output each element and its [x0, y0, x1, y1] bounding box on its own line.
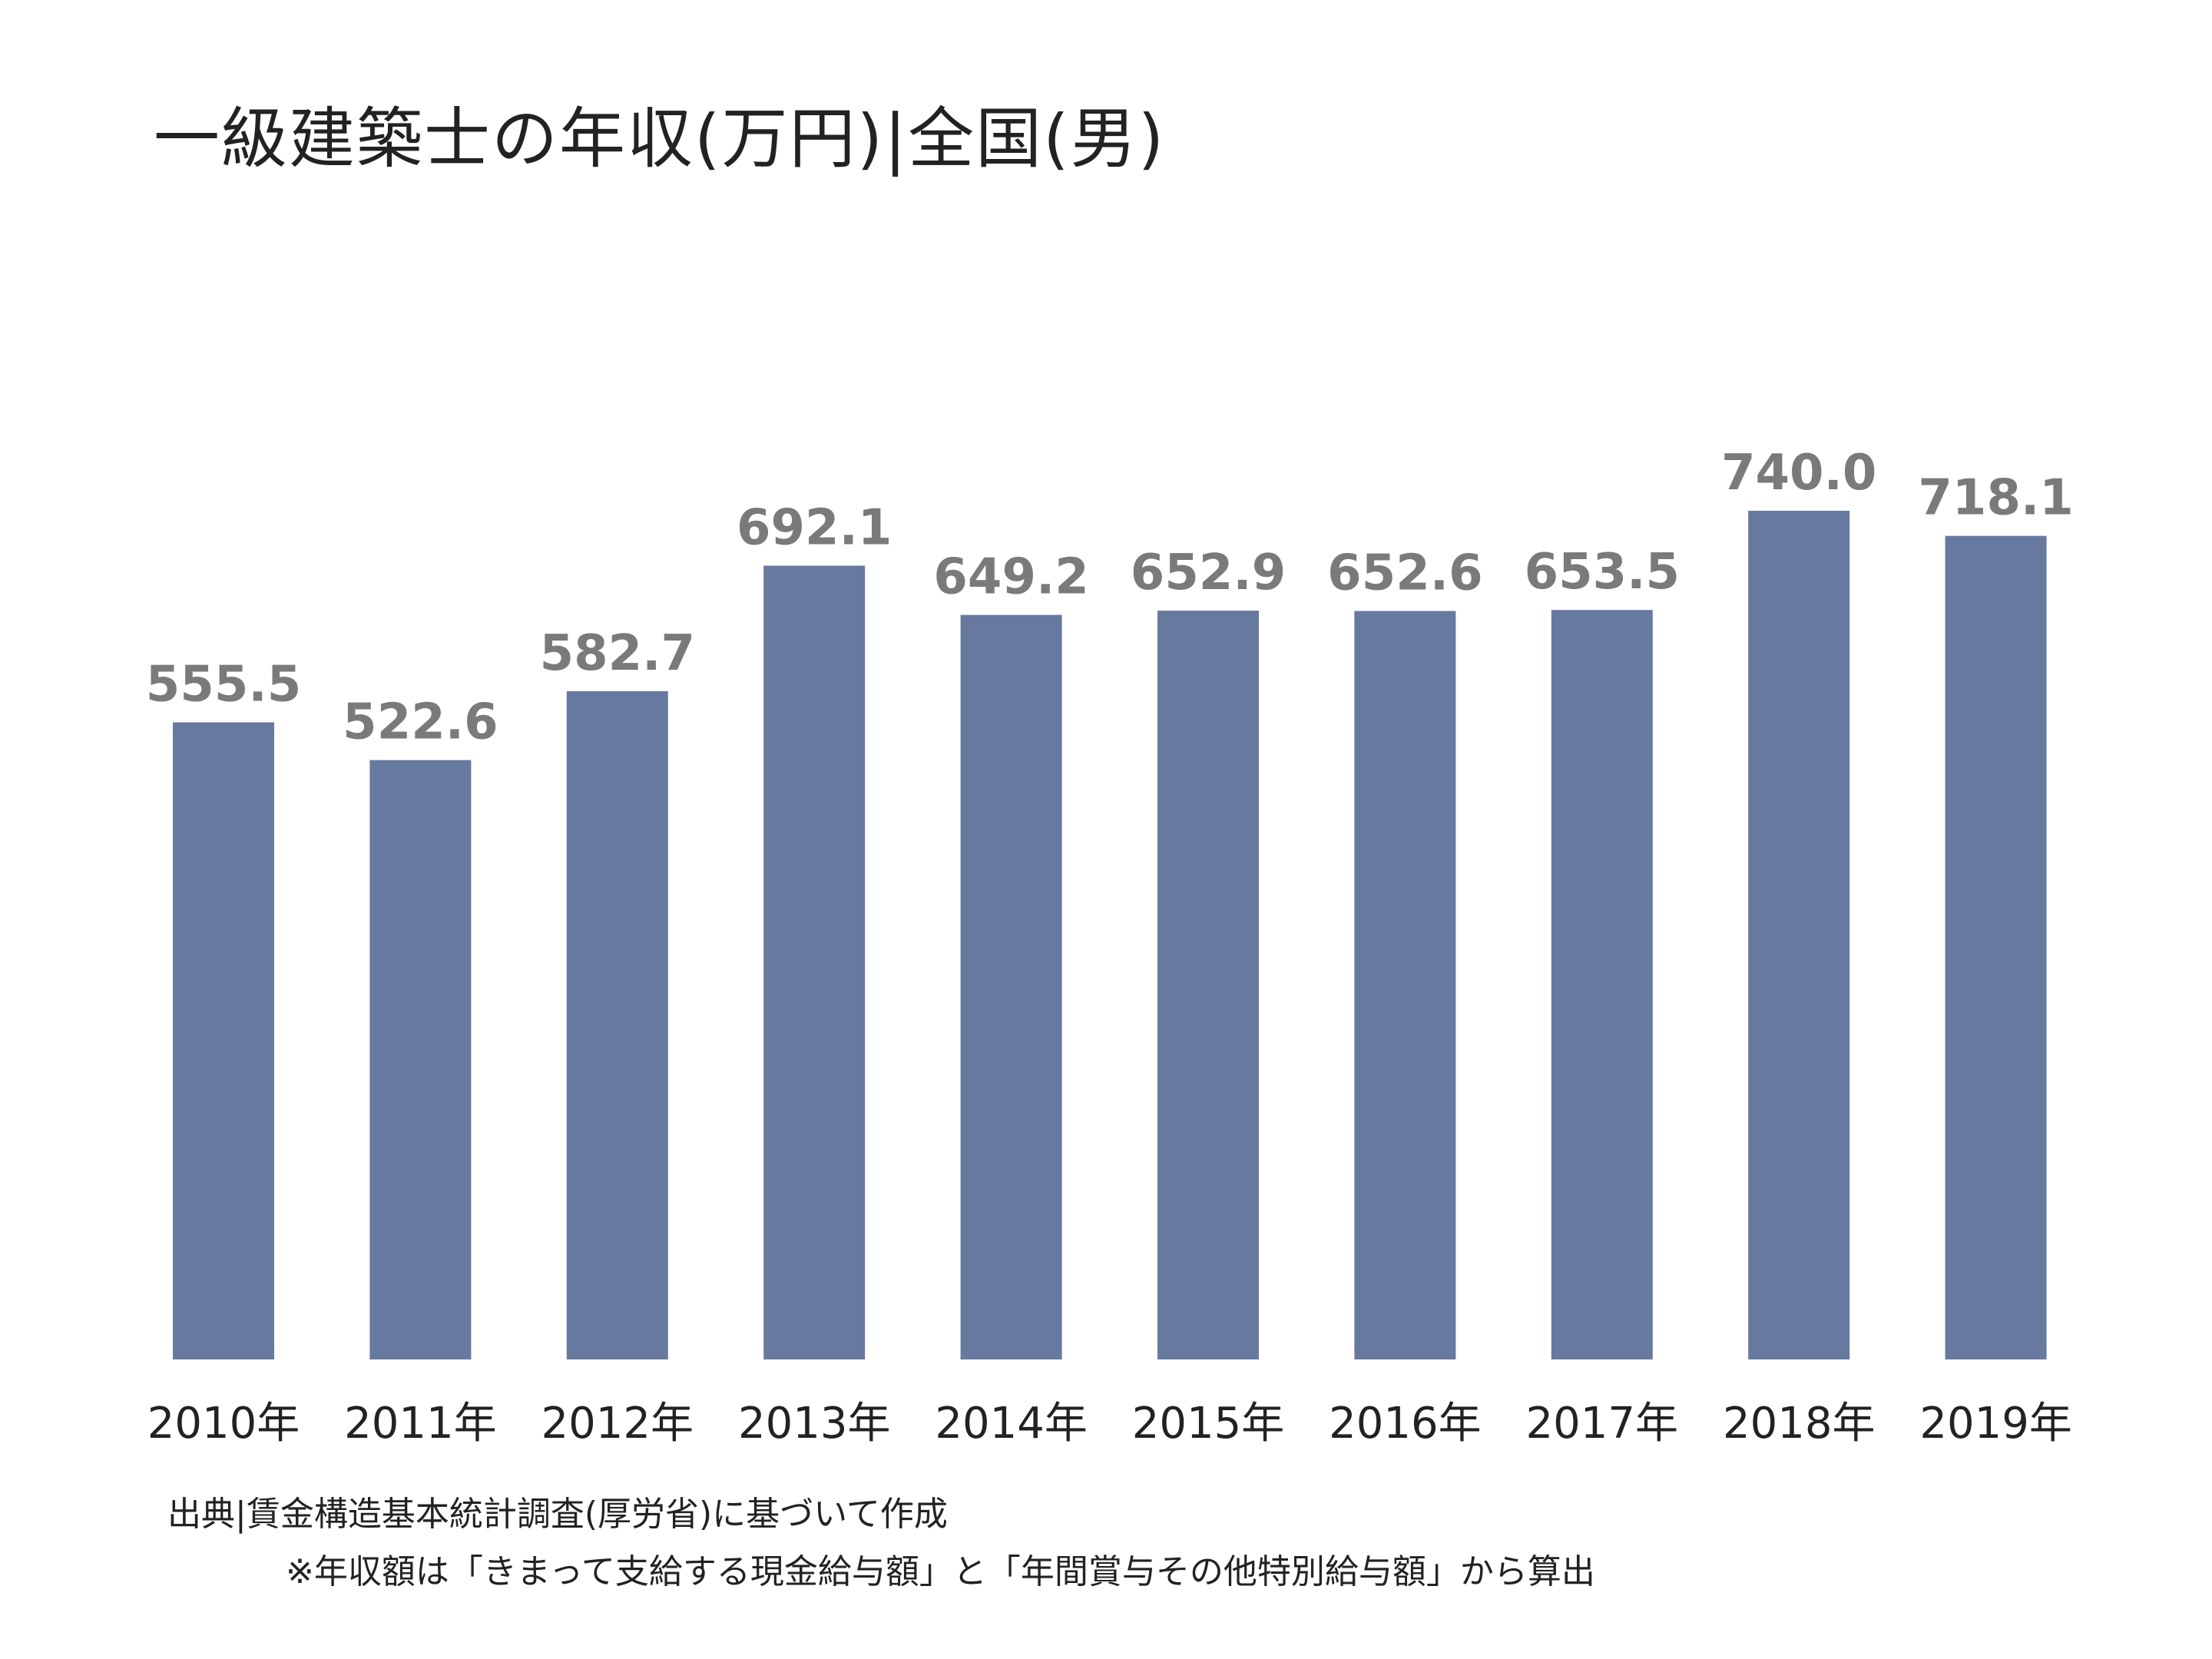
x-tick-label-2016年: 2016年 — [1329, 1399, 1482, 1449]
bar-2014年 — [960, 614, 1062, 1359]
value-label-2016年: 652.6 — [1327, 545, 1482, 602]
x-tick-label-2018年: 2018年 — [1723, 1399, 1876, 1449]
bar-2010年 — [173, 722, 274, 1359]
x-tick-label-2013年: 2013年 — [738, 1399, 891, 1449]
bar-2017年 — [1551, 610, 1653, 1359]
footnote: ※年収額は「きまって支給する現金給与額」と「年間賞与その他特別給与額」から算出 — [286, 1552, 1595, 1591]
bar-2015年 — [1157, 611, 1259, 1359]
x-tick-labels-group: 2010年 2011年 2012年 2013年 2014年 2015年 2016年 2017年… — [147, 1399, 2072, 1449]
x-tick-label-2019年: 2019年 — [1919, 1399, 2072, 1449]
x-tick-label-2014年: 2014年 — [935, 1399, 1088, 1449]
value-label-2018年: 740.0 — [1721, 445, 1876, 502]
value-label-2017年: 653.5 — [1525, 544, 1680, 601]
x-tick-label-2011年: 2011年 — [344, 1399, 497, 1449]
bar-2018年 — [1748, 511, 1850, 1359]
x-tick-label-2010年: 2010年 — [147, 1399, 300, 1449]
value-labels-group: 555.5 522.6 582.7 692.1 649.2 652.9 652.6 653.5… — [146, 445, 2074, 751]
bar-2013年 — [763, 565, 866, 1359]
bars-group — [173, 511, 2047, 1360]
value-label-2013年: 692.1 — [737, 500, 892, 557]
chart-title: 一級建築士の年収(万円)|全国(男) — [154, 101, 1166, 177]
value-label-2012年: 582.7 — [540, 625, 695, 682]
value-label-2015年: 652.9 — [1131, 545, 1286, 601]
value-label-2010年: 555.5 — [146, 657, 301, 714]
bar-2016年 — [1354, 611, 1456, 1359]
source-note: 出典|賃金構造基本統計調査(厚労省)に基づいて作成 — [167, 1495, 948, 1534]
bar-2019年 — [1945, 535, 2047, 1360]
x-tick-label-2012年: 2012年 — [541, 1399, 694, 1449]
x-tick-label-2017年: 2017年 — [1526, 1399, 1679, 1449]
x-tick-label-2015年: 2015年 — [1132, 1399, 1285, 1449]
bar-2011年 — [369, 760, 472, 1359]
value-label-2014年: 649.2 — [933, 549, 1088, 606]
value-label-2019年: 718.1 — [1918, 470, 2073, 527]
value-label-2011年: 522.6 — [343, 694, 498, 751]
bar-2012年 — [566, 690, 668, 1359]
